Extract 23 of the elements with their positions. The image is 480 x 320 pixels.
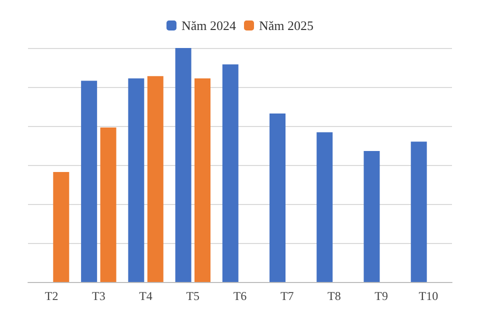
bar (147, 76, 164, 282)
x-tick-label: T8 (328, 289, 341, 303)
bar (128, 78, 144, 282)
bar (194, 78, 210, 282)
x-tick-label: T3 (92, 289, 106, 303)
bar (222, 64, 238, 282)
bar (364, 150, 380, 282)
x-tick-label: T4 (139, 289, 152, 303)
bar (53, 172, 70, 282)
x-tick-label: T2 (44, 289, 58, 303)
x-tick-label: T7 (280, 289, 294, 303)
bar (410, 142, 427, 282)
legend-label: Năm 2025 (259, 18, 314, 33)
bar (316, 132, 333, 282)
x-tick-label: T6 (233, 289, 247, 303)
bar (81, 80, 98, 282)
x-tick-label: T5 (186, 289, 200, 303)
bar (100, 128, 116, 282)
bar (270, 114, 286, 282)
x-tick-label: T10 (418, 289, 438, 303)
x-tick-label: T9 (374, 289, 388, 303)
legend-label: Năm 2024 (181, 18, 236, 33)
bar (175, 48, 192, 282)
